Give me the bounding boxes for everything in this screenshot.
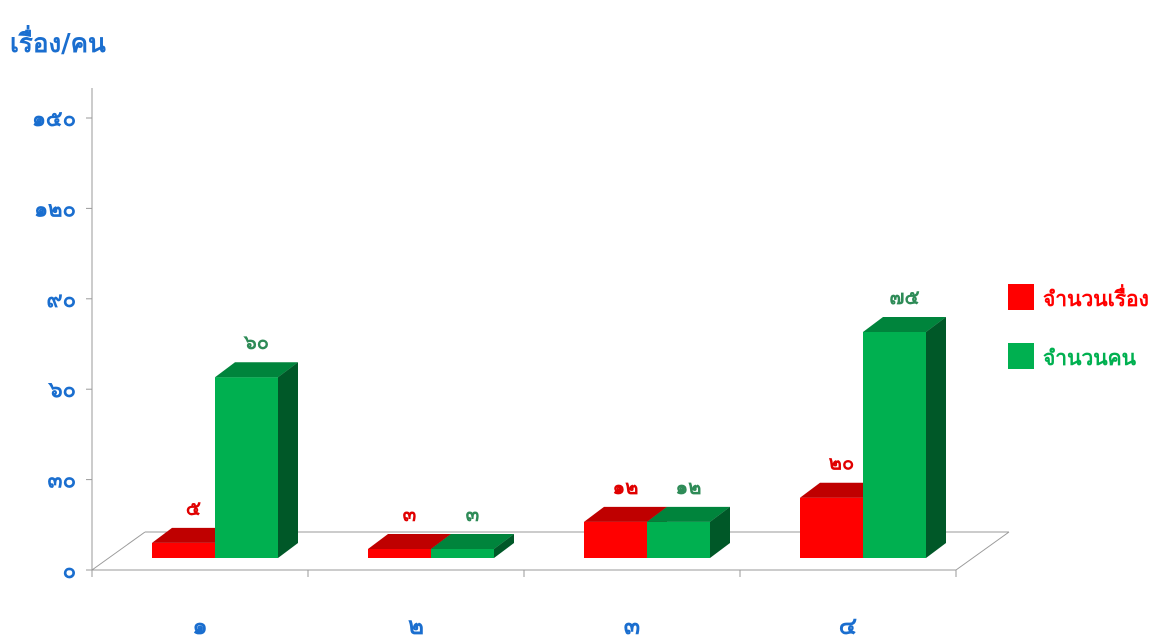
bar-top [431, 533, 514, 549]
data-label-1-4: ๒๐ [829, 451, 854, 475]
bar-front [800, 497, 863, 558]
bar-front [368, 548, 431, 558]
bar-top [800, 482, 883, 498]
bar-side [278, 362, 298, 558]
bar-front [863, 332, 926, 558]
x-tick-label: ๓ [624, 612, 640, 639]
y-tick-label: ๑๒๐ [34, 197, 76, 222]
data-label-2-1: ๖๐ [243, 330, 269, 354]
bar-2-3 [647, 506, 730, 558]
legend-swatch-series-1 [1008, 284, 1034, 310]
data-label-2-2: ๓ [466, 502, 480, 526]
bar-top [647, 506, 730, 522]
data-labels: ๕ ๖๐๓ ๓ ๑๒ ๑๒ ๒๐ ๗๕ [186, 285, 920, 526]
bar-top [863, 317, 946, 332]
bar-front [215, 377, 278, 558]
bar-2-4 [863, 317, 946, 558]
data-label-1-3: ๑๒ [613, 475, 639, 499]
bar-side [926, 317, 946, 558]
y-tick-label: ๙๐ [46, 288, 76, 313]
bar-front [647, 521, 710, 558]
bar-top [152, 527, 235, 543]
data-label-2-3: ๑๒ [676, 475, 702, 499]
y-tick-label: ๑๕๐ [32, 107, 76, 132]
bar-2-1 [215, 362, 298, 558]
x-tick-label: ๔ [839, 612, 857, 639]
legend-label-series-1: จำนวนเรื่อง [1043, 283, 1149, 311]
y-tick-labels: ๐ ๓๐ ๖๐ ๙๐ ๑๒๐ ๑๕๐ [32, 107, 76, 584]
y-tick-label: ๓๐ [48, 469, 76, 494]
bar-2-2 [431, 533, 514, 558]
x-tick-label: ๑ [192, 612, 207, 639]
y-axis-title: เรื่อง/คน [10, 24, 106, 59]
data-label-2-4: ๗๕ [889, 285, 919, 309]
bar-top [215, 362, 298, 378]
bar-top [368, 533, 451, 549]
chart-bars [152, 317, 946, 558]
y-tick-label: ๐ [63, 559, 76, 584]
legend: จำนวนเรื่อง จำนวนคน [1008, 283, 1149, 370]
data-label-1-2: ๓ [403, 502, 417, 526]
floor-right-edge [955, 531, 1010, 571]
bar-side [710, 506, 730, 558]
bar-top [584, 506, 667, 522]
bar-front [431, 548, 494, 558]
floor-left-edge [91, 531, 146, 571]
legend-swatch-series-2 [1008, 343, 1034, 369]
x-tick-labels: ๑ ๒ ๓ ๔ [192, 612, 857, 639]
bar-front [152, 542, 215, 558]
legend-label-series-2: จำนวนคน [1043, 346, 1137, 370]
bar-front [584, 521, 647, 558]
y-tick-label: ๖๐ [48, 378, 76, 403]
data-label-1-1: ๕ [186, 496, 201, 520]
bar-1-4 [800, 482, 883, 558]
bar-side [494, 533, 514, 558]
x-tick-label: ๒ [408, 612, 424, 639]
